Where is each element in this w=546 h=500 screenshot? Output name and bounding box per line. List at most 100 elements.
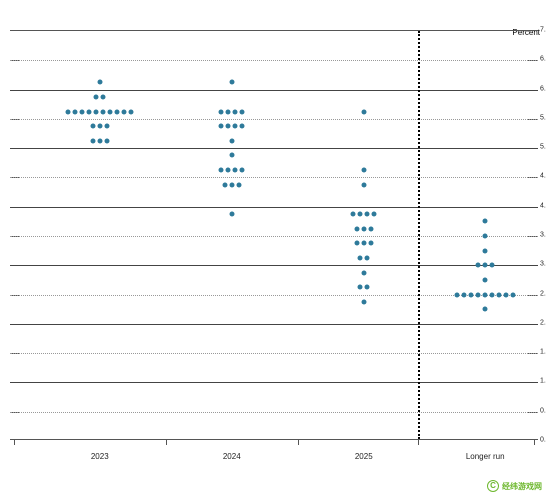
longer-run-separator [418,31,420,439]
data-dot [372,212,377,217]
ytick-label: 5.5 [540,114,546,121]
data-dot [358,212,363,217]
data-dot [354,241,359,246]
data-dot [240,124,245,129]
ytick-label: 0.0 [540,437,546,444]
data-dot [222,182,227,187]
data-dot [73,109,78,114]
ytick-label: 6.5 [540,56,546,63]
data-dot [504,292,509,297]
xlabel: 2023 [91,452,109,461]
data-dot [490,263,495,268]
ytick-label: 1.5 [540,349,546,356]
xtick [418,439,419,445]
data-dot [101,109,106,114]
data-dot [97,138,102,143]
data-dot [361,226,366,231]
data-dot [219,109,224,114]
dotplot-chart: Percent C 经纬游戏网 0.00.51.01.52.02.53.03.5… [0,0,546,500]
data-dot [469,292,474,297]
data-dot [101,94,106,99]
data-dot [483,307,488,312]
data-dot [361,241,366,246]
data-dot [219,124,224,129]
data-dot [87,109,92,114]
data-dot [226,124,231,129]
major-gridline [10,90,538,91]
xtick [14,439,15,445]
data-dot [368,226,373,231]
plot-area [10,30,538,440]
data-dot [483,263,488,268]
data-dot [226,109,231,114]
data-dot [361,168,366,173]
data-dot [229,80,234,85]
xtick [534,439,535,445]
data-dot [108,109,113,114]
data-dot [97,80,102,85]
ytick-label: 1.0 [540,378,546,385]
data-dot [233,109,238,114]
data-dot [226,168,231,173]
data-dot [483,248,488,253]
major-gridline [10,148,538,149]
data-dot [94,94,99,99]
ytick-label: 3.5 [540,232,546,239]
ytick-label: 3.0 [540,261,546,268]
minor-gridline [10,236,538,237]
data-dot [361,299,366,304]
xlabel: 2025 [355,452,373,461]
data-dot [94,109,99,114]
watermark-icon: C [487,480,499,492]
data-dot [229,153,234,158]
watermark-text: 经纬游戏网 [502,481,542,492]
xtick [298,439,299,445]
major-gridline [10,324,538,325]
data-dot [462,292,467,297]
data-dot [365,212,370,217]
data-dot [361,182,366,187]
data-dot [361,109,366,114]
data-dot [490,292,495,297]
xlabel: 2024 [223,452,241,461]
data-dot [361,270,366,275]
data-dot [104,138,109,143]
ytick-label: 2.0 [540,319,546,326]
minor-gridline [10,353,538,354]
ytick-label: 0.5 [540,407,546,414]
major-gridline [10,207,538,208]
ytick-label: 5.0 [540,144,546,151]
data-dot [97,124,102,129]
ytick-label: 2.5 [540,290,546,297]
data-dot [104,124,109,129]
data-dot [80,109,85,114]
xtick [166,439,167,445]
data-dot [66,109,71,114]
data-dot [483,277,488,282]
watermark: C 经纬游戏网 [487,480,542,492]
major-gridline [10,265,538,266]
data-dot [365,285,370,290]
data-dot [455,292,460,297]
ytick-label: 6.0 [540,85,546,92]
data-dot [497,292,502,297]
minor-gridline [10,119,538,120]
data-dot [122,109,127,114]
data-dot [483,219,488,224]
data-dot [233,168,238,173]
data-dot [229,138,234,143]
data-dot [476,263,481,268]
data-dot [229,212,234,217]
data-dot [358,255,363,260]
ytick-label: 4.5 [540,173,546,180]
data-dot [365,255,370,260]
data-dot [358,285,363,290]
ytick-label: 7.0 [540,27,546,34]
minor-gridline [10,412,538,413]
data-dot [233,124,238,129]
major-gridline [10,382,538,383]
data-dot [483,234,488,239]
data-dot [90,124,95,129]
data-dot [229,182,234,187]
data-dot [90,138,95,143]
